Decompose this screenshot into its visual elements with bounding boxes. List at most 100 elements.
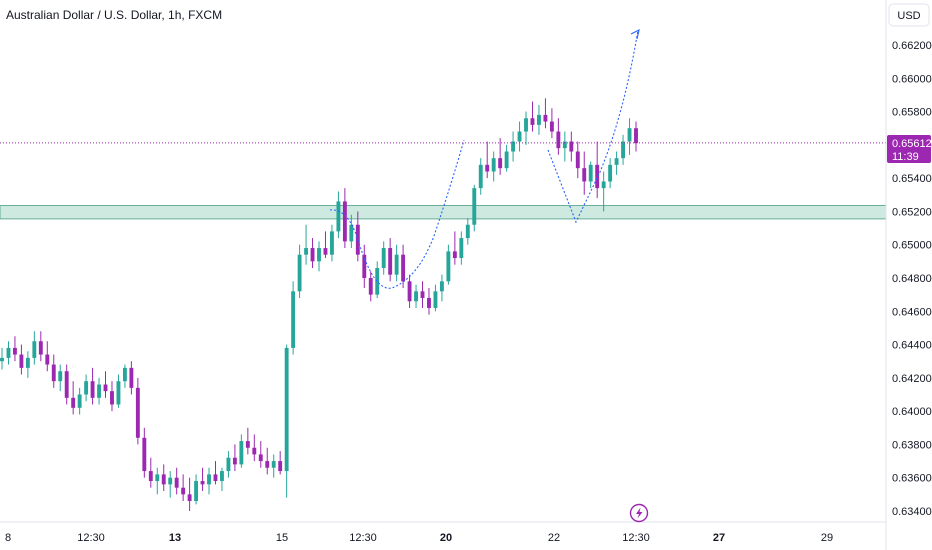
candle: [556, 118, 561, 155]
candle: [524, 111, 528, 145]
candle-body: [375, 268, 380, 295]
candle-body: [110, 391, 114, 405]
candle: [77, 387, 82, 415]
candle-body: [97, 384, 101, 398]
candle: [375, 261, 380, 298]
candle: [595, 141, 600, 199]
candle-body: [103, 384, 108, 392]
candle: [401, 244, 406, 288]
candle-body: [317, 248, 321, 262]
drawings-layer: [329, 28, 640, 289]
projection-path-right: [547, 29, 639, 224]
y-tick-label: 0.63600: [892, 473, 932, 485]
candle: [446, 244, 451, 285]
candle-body: [388, 248, 393, 275]
lightning-icon[interactable]: [629, 503, 649, 523]
candle-body: [342, 201, 347, 242]
candle: [187, 477, 192, 511]
candle: [407, 274, 412, 308]
candle-body: [122, 367, 127, 382]
candle-body: [394, 254, 399, 275]
candle-body: [32, 341, 37, 358]
projection-path-left: [329, 139, 465, 289]
y-tick-label: 0.63800: [892, 439, 932, 451]
x-tick-label: 27: [713, 532, 725, 544]
candle: [271, 454, 276, 478]
candle-body: [549, 121, 554, 132]
candle: [323, 231, 328, 259]
candle: [232, 444, 237, 472]
candle-body: [543, 114, 548, 122]
candle-body: [25, 357, 30, 368]
candle-body: [226, 457, 231, 472]
candle-body: [381, 248, 386, 269]
candle-body: [129, 367, 134, 388]
candle: [342, 188, 347, 249]
y-tick-label: 0.64200: [892, 373, 932, 385]
currency-label: USD: [897, 10, 920, 22]
candle: [549, 108, 554, 139]
y-tick-label: 0.66000: [892, 73, 932, 85]
candle-body: [452, 251, 457, 259]
candle: [543, 98, 548, 129]
candle: [213, 461, 218, 485]
candle: [394, 244, 399, 282]
candle: [439, 274, 444, 302]
candle-body: [6, 347, 11, 358]
candle: [226, 451, 231, 478]
candle: [569, 131, 574, 162]
candle-body: [19, 354, 24, 368]
candle-body: [51, 364, 56, 382]
x-tick-label: 29: [821, 532, 833, 544]
candle-body: [220, 471, 224, 482]
candle: [491, 151, 496, 182]
currency-selector-box[interactable]: [888, 3, 930, 27]
candle: [498, 138, 503, 175]
countdown-label: 11:39: [892, 151, 919, 163]
candle: [19, 344, 24, 375]
x-tick-label: 22: [548, 532, 560, 544]
y-tick-label: 0.64400: [892, 340, 932, 352]
candle: [459, 231, 464, 265]
candle: [103, 371, 108, 398]
candle: [6, 341, 11, 365]
candle-body: [504, 151, 509, 169]
candle: [562, 131, 567, 162]
candle: [582, 151, 587, 195]
candle-body: [627, 128, 632, 142]
currency-selector[interactable]: USD: [888, 3, 930, 27]
candle: [122, 364, 127, 388]
candle: [58, 364, 63, 392]
candle-body: [362, 254, 367, 278]
candle: [200, 467, 205, 492]
candle-body: [232, 457, 237, 465]
candle: [258, 441, 263, 468]
candle: [64, 364, 69, 405]
candle-body: [200, 481, 205, 485]
x-tick-label: 15: [276, 532, 288, 544]
candle-body: [621, 141, 626, 159]
candle-body: [562, 141, 567, 149]
candle-body: [608, 164, 613, 182]
candle-body: [71, 397, 76, 408]
candle: [614, 151, 619, 175]
candle: [71, 381, 76, 415]
candle: [12, 336, 17, 362]
candle-body: [278, 461, 283, 472]
candle-body: [116, 381, 121, 405]
candle: [304, 224, 309, 265]
candle: [239, 434, 244, 468]
y-tick-label: 0.65200: [892, 206, 932, 218]
candle: [504, 144, 509, 172]
y-tick-label: 0.64000: [892, 406, 932, 418]
candle-body: [245, 441, 250, 448]
candle: [472, 184, 477, 232]
candle: [381, 241, 386, 275]
candle-body: [38, 341, 43, 355]
candle: [291, 281, 296, 355]
candle-body: [601, 181, 606, 189]
x-tick-label: 13: [169, 532, 181, 544]
candle-body: [12, 347, 17, 355]
candle: [265, 447, 270, 475]
candle: [51, 354, 56, 388]
